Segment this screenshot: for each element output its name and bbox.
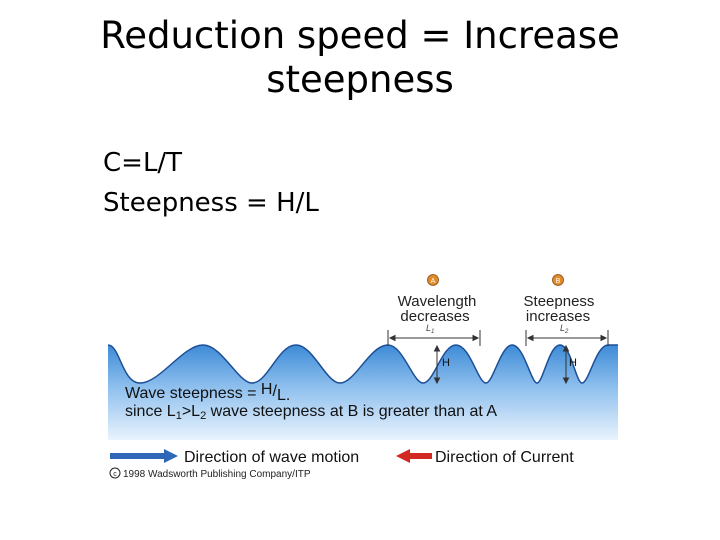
bullet-celerity: C=L/T: [103, 148, 183, 178]
bullet-list: C=L/T Steepness = H/L: [103, 143, 319, 223]
marker-b-circle: [552, 274, 564, 286]
slide-title: Reduction speed = Increase steepness: [0, 14, 720, 102]
title-line-2: steepness: [266, 58, 454, 101]
h-marker-a: [433, 344, 441, 385]
wavelength-label-line1: Wavelength: [398, 293, 477, 310]
l2-label: L2: [560, 323, 569, 335]
water-body: [108, 345, 618, 440]
title-line-1: Reduction speed = Increase: [100, 14, 620, 57]
legend-wave-motion: Direction of wave motion: [184, 449, 359, 466]
copyright-text: 1998 Wadsworth Publishing Company/ITP: [123, 469, 311, 480]
steepness-comparison: since L1>L2 wave steepness at B is great…: [125, 403, 497, 422]
svg-text:c: c: [113, 471, 117, 478]
bullet-steepness: Steepness = H/L: [103, 188, 319, 218]
wave-surface: [107, 344, 618, 384]
h-marker-b: [562, 344, 570, 385]
steepness-label-line2: increases: [526, 308, 590, 325]
h-label-a: H: [442, 357, 450, 369]
l2-dimension: [525, 330, 609, 346]
steepness-label-line1: Steepness: [524, 293, 595, 310]
h-label-b: H: [569, 357, 577, 369]
l1-dimension: [387, 330, 481, 346]
current-arrow-icon: [396, 449, 432, 463]
wavelength-label-line2: decreases: [400, 308, 469, 325]
legend-current: Direction of Current: [435, 449, 574, 466]
steepness-equation: Wave steepness = H/L.: [125, 381, 290, 404]
marker-a-label: A: [431, 278, 436, 285]
l1-label: L1: [426, 323, 434, 335]
marker-b-label: B: [556, 278, 561, 285]
copyright-icon: c: [109, 467, 121, 479]
marker-a-circle: [427, 274, 439, 286]
wave-motion-arrow-icon: [110, 449, 178, 463]
